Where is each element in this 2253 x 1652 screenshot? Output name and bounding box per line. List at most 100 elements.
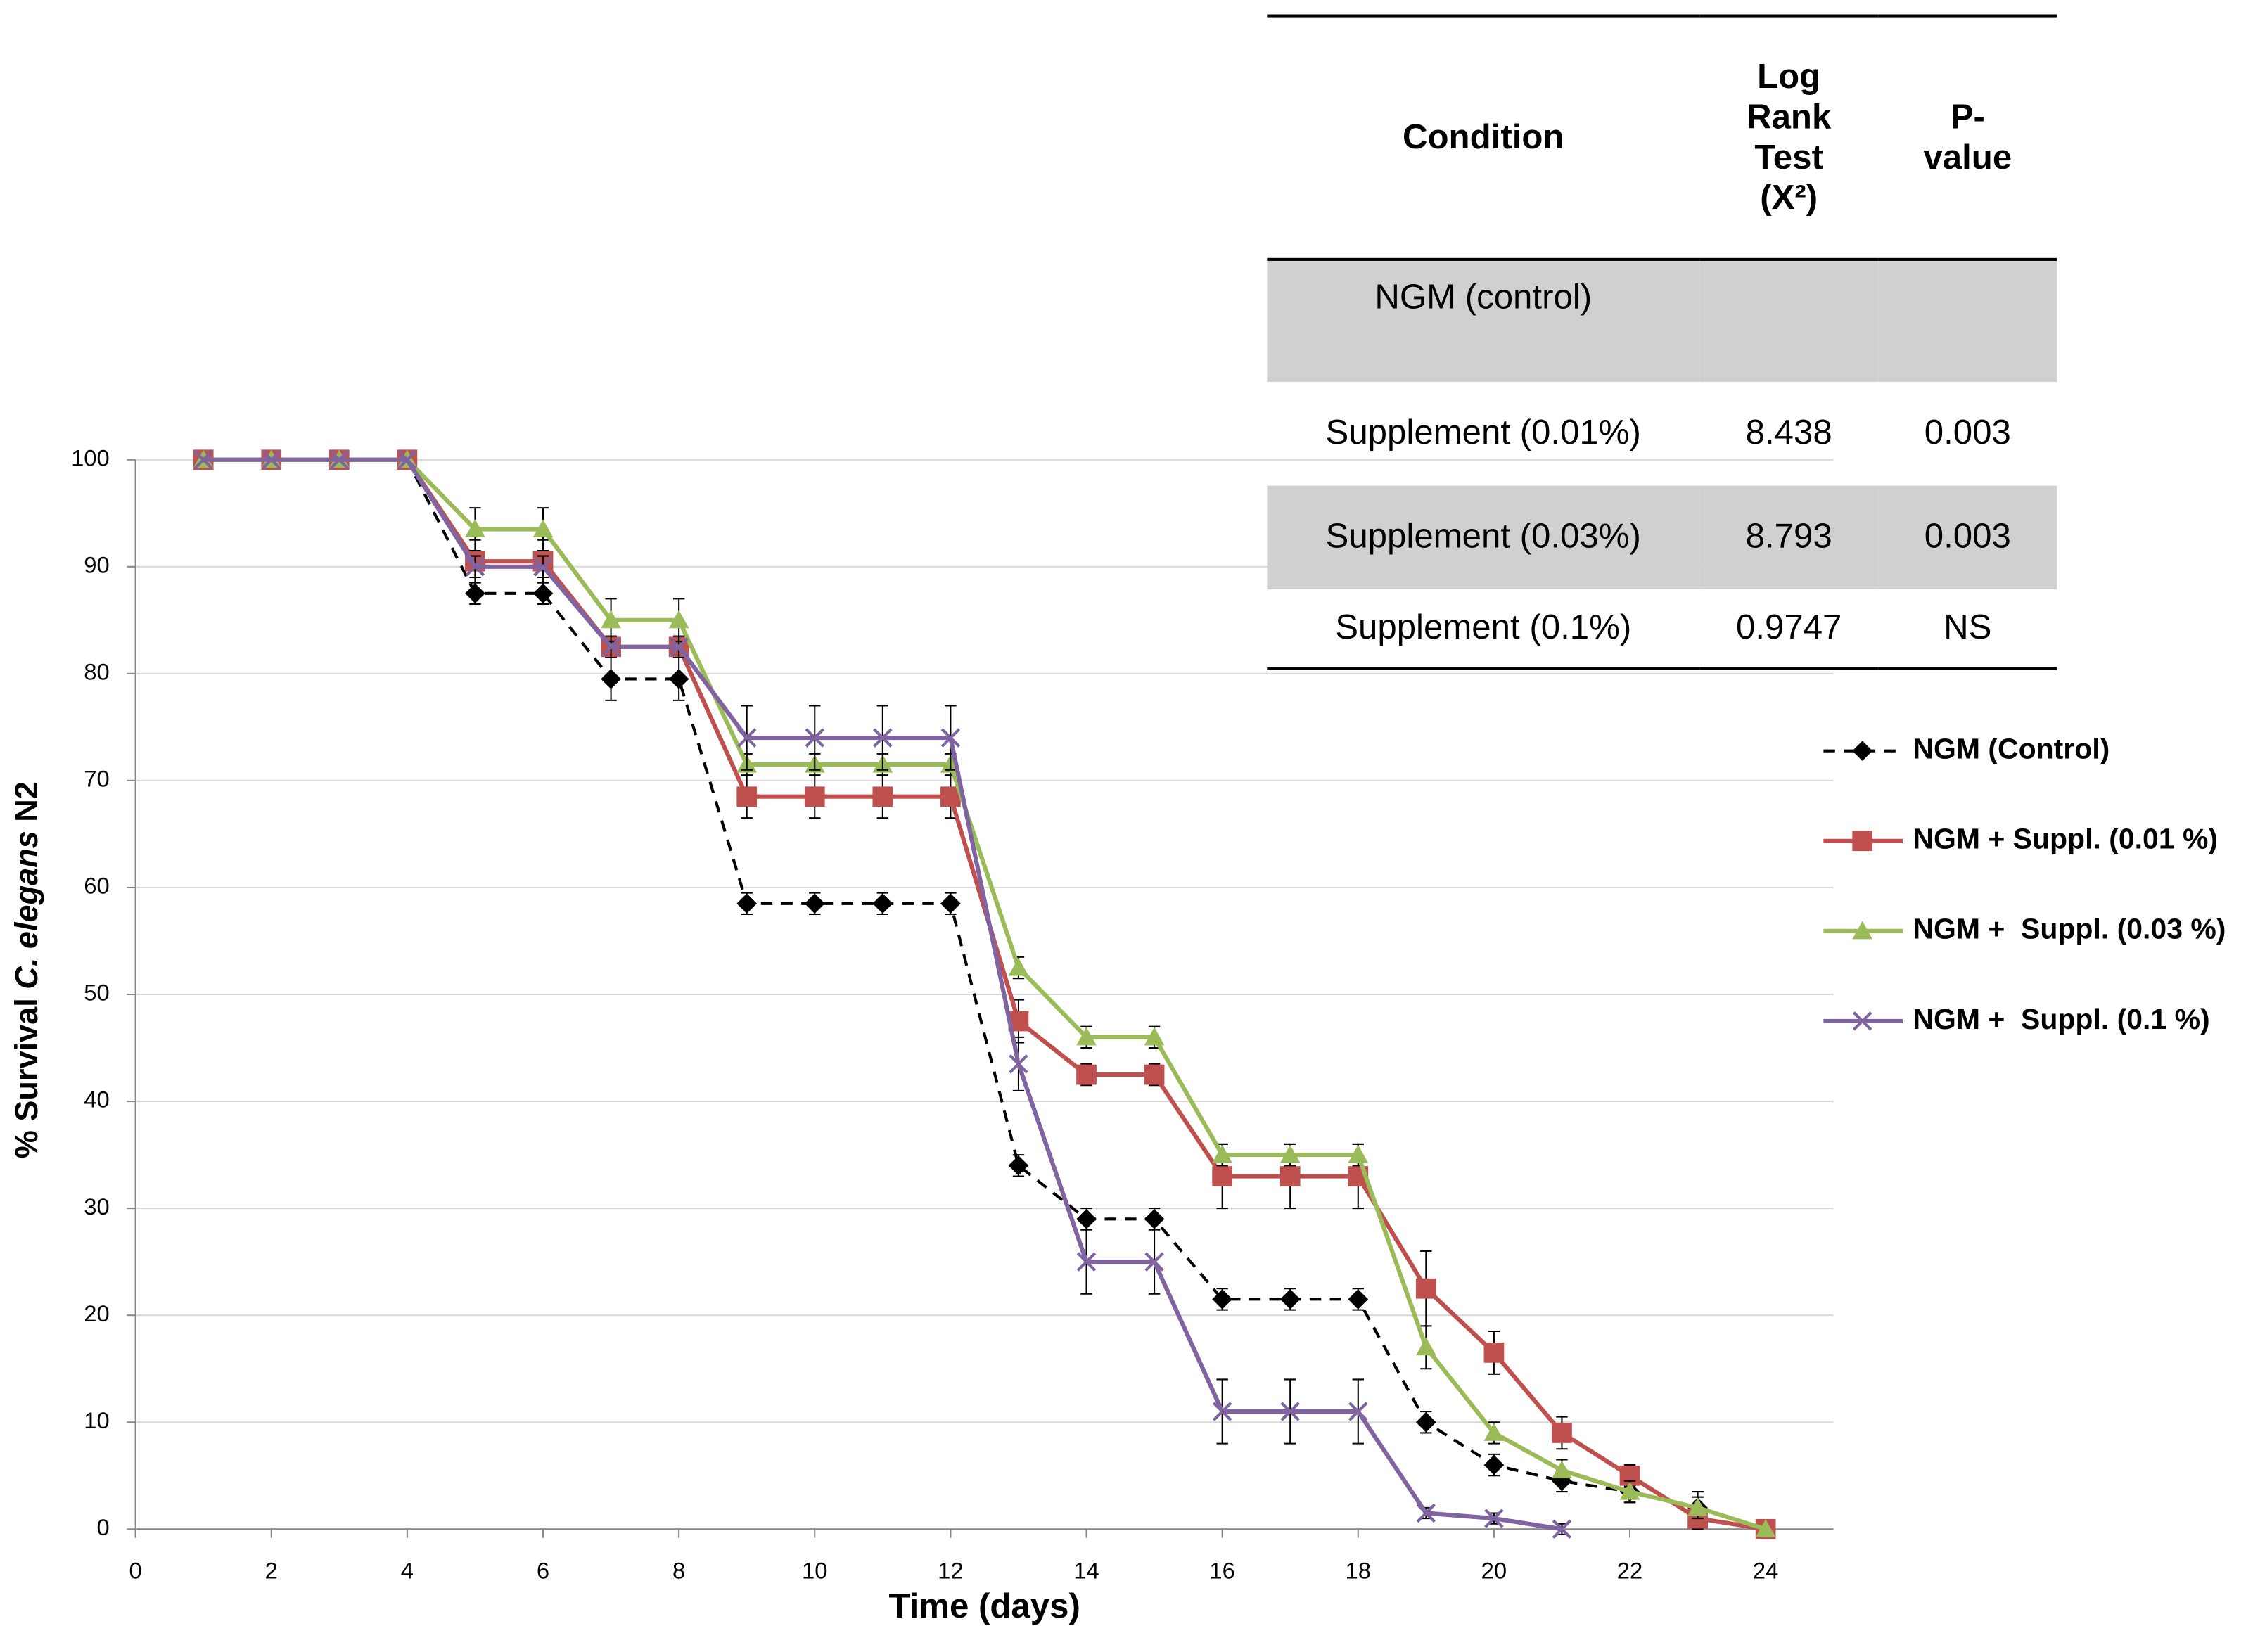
x-tick-label: 12	[938, 1557, 963, 1583]
y-tick-label: 90	[84, 551, 109, 577]
marker	[1348, 1144, 1369, 1163]
table-cell: NS	[1878, 589, 2057, 670]
marker	[804, 786, 825, 807]
table-cell-empty	[1878, 259, 2057, 383]
header-row: Condition Log Rank Test (X²) P-value	[1267, 14, 2057, 261]
marker	[1212, 1144, 1232, 1163]
marker	[1483, 1343, 1505, 1363]
marker	[1212, 1166, 1232, 1186]
x-tick-label: 6	[537, 1557, 549, 1583]
marker	[1415, 1411, 1436, 1433]
table-cell: Supplement (0.1%)	[1267, 589, 1700, 670]
table-cell-empty	[1699, 259, 1879, 383]
marker	[872, 786, 893, 807]
legend-marker	[1852, 921, 1873, 940]
marker	[601, 637, 621, 657]
y-tick-label: 30	[84, 1193, 109, 1219]
table-row: Supplement (0.03%) 8.793 0.003	[1267, 485, 2057, 590]
y-axis-title: % Survival C. elegans N2	[8, 781, 44, 1158]
marker	[533, 557, 553, 577]
marker	[532, 519, 554, 538]
x-tick-label: 8	[672, 1557, 685, 1583]
y-title-prefix: % Survival	[8, 998, 44, 1158]
marker	[1552, 1423, 1572, 1443]
y-tick-label: 100	[71, 444, 110, 470]
marker	[1552, 1460, 1572, 1479]
header-cell: Condition	[1267, 14, 1700, 261]
marker	[736, 893, 758, 914]
table-cell: 8.438	[1745, 414, 1832, 453]
marker	[1483, 1423, 1505, 1441]
y-tick-label: 40	[84, 1087, 109, 1113]
marker	[1619, 1481, 1640, 1500]
table-cell: 8.793	[1699, 485, 1879, 590]
legend-label: NGM (Control)	[1913, 733, 2110, 765]
x-tick-label: 22	[1617, 1557, 1642, 1583]
marker	[262, 449, 281, 470]
marker	[1144, 1252, 1164, 1272]
y-tick-label: 60	[84, 873, 109, 899]
marker	[736, 786, 758, 807]
x-tick-label: 2	[265, 1557, 278, 1583]
marker	[804, 893, 825, 914]
x-tick-label: 24	[1753, 1557, 1778, 1583]
legend-label: NGM + Suppl. (0.03 %)	[1913, 913, 2226, 945]
stats-table: Condition Log Rank Test (X²) P-value NGM (c…	[1267, 14, 2057, 670]
marker	[1280, 1402, 1300, 1421]
marker	[1009, 1054, 1028, 1074]
marker	[1076, 1252, 1097, 1272]
marker	[1483, 1454, 1505, 1475]
marker	[601, 669, 621, 689]
marker	[1348, 1402, 1368, 1421]
x-tick-label: 4	[401, 1557, 414, 1583]
marker	[193, 449, 213, 470]
header-cell: P-value	[1878, 14, 2057, 261]
marker	[1212, 1402, 1232, 1421]
x-tick-label: 14	[1073, 1557, 1099, 1583]
marker	[465, 519, 485, 538]
marker	[940, 728, 961, 748]
table-row: Supplement (0.1%) 0.9747 NS	[1267, 589, 2057, 670]
marker	[1415, 1278, 1436, 1299]
marker	[465, 557, 485, 577]
legend-label: NGM + Suppl. (0.01 %)	[1913, 823, 2218, 855]
table-cell: 0.003	[1924, 414, 2011, 453]
table-row: NGM (control)	[1267, 259, 2057, 383]
series-line	[203, 457, 1767, 1532]
y-tick-label: 50	[84, 980, 109, 1006]
marker	[329, 449, 350, 470]
legend-marker	[1852, 1011, 1872, 1031]
marker	[668, 669, 689, 689]
series-line	[203, 458, 1766, 1531]
legend-label: NGM + Suppl. (0.1 %)	[1913, 1003, 2209, 1035]
table-row: Supplement (0.01%) 8.438 0.003	[1267, 382, 2057, 486]
table-cell: Supplement (0.01%)	[1325, 414, 1641, 453]
y-tick-label: 10	[84, 1407, 109, 1433]
y-title-suffix: N2	[8, 781, 44, 822]
y-tick-label: 70	[84, 766, 109, 792]
marker	[1348, 1289, 1369, 1310]
marker	[1144, 1064, 1165, 1085]
y-tick-label: 20	[84, 1300, 109, 1326]
marker	[1076, 1208, 1097, 1229]
marker	[1279, 1144, 1301, 1163]
marker	[397, 449, 417, 470]
x-tick-label: 10	[802, 1557, 827, 1583]
legend-marker	[1852, 831, 1873, 852]
marker	[465, 583, 485, 604]
marker	[601, 610, 621, 629]
marker	[1008, 957, 1029, 976]
marker	[873, 728, 893, 748]
table-cell: 0.003	[1878, 485, 2057, 590]
marker	[1755, 1518, 1776, 1537]
table-cell: Supplement (0.03%)	[1267, 485, 1700, 590]
x-tick-label: 16	[1209, 1557, 1234, 1583]
marker	[872, 893, 893, 914]
marker	[532, 583, 554, 604]
marker	[668, 610, 689, 629]
marker	[669, 637, 689, 657]
marker	[1076, 1027, 1097, 1046]
